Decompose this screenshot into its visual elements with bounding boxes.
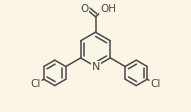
Text: N: N	[92, 62, 100, 72]
Text: Cl: Cl	[30, 79, 41, 89]
Text: OH: OH	[100, 4, 116, 14]
Text: Cl: Cl	[150, 79, 161, 89]
Text: O: O	[80, 4, 88, 14]
